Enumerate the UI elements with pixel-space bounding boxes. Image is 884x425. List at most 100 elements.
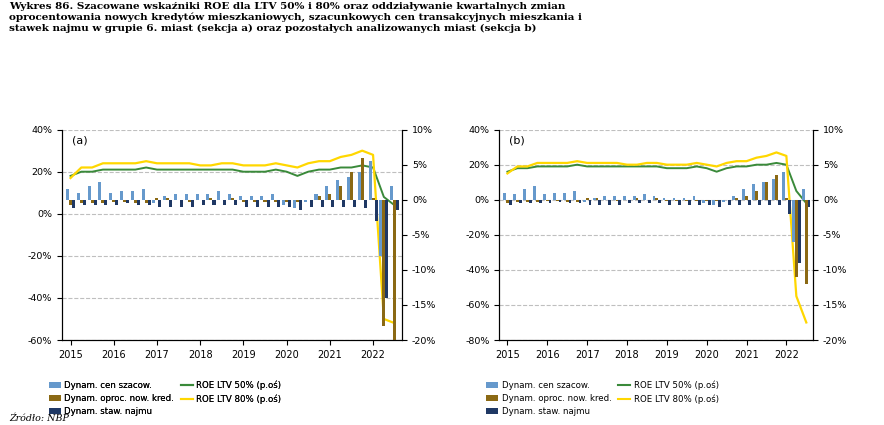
Bar — [765, 182, 768, 200]
Bar — [210, 198, 212, 200]
Bar — [263, 200, 266, 202]
Bar — [619, 200, 621, 205]
Bar — [536, 200, 538, 202]
Bar — [234, 200, 237, 205]
Bar — [396, 200, 400, 210]
Bar — [266, 200, 270, 207]
Bar — [629, 200, 631, 203]
Bar — [718, 200, 720, 207]
Bar — [188, 200, 191, 202]
Bar — [563, 193, 566, 200]
Bar — [120, 191, 123, 200]
Bar — [325, 186, 328, 200]
Bar — [568, 200, 571, 203]
Bar — [369, 161, 371, 200]
Bar — [383, 200, 385, 326]
Bar — [363, 200, 367, 208]
Bar — [578, 200, 582, 203]
Bar — [788, 200, 790, 214]
Bar — [778, 200, 781, 205]
Bar — [195, 194, 199, 200]
Bar — [553, 193, 556, 200]
Bar — [336, 180, 339, 200]
Bar — [732, 196, 735, 200]
Bar — [773, 179, 775, 200]
Bar — [722, 200, 725, 202]
Bar — [361, 158, 363, 200]
Bar — [575, 200, 578, 202]
Bar — [217, 191, 220, 200]
Bar — [589, 200, 591, 205]
Bar — [666, 200, 668, 201]
Bar — [115, 200, 118, 205]
Bar — [212, 200, 216, 205]
Bar — [328, 194, 332, 200]
Bar — [141, 189, 145, 200]
Bar — [698, 200, 701, 205]
Bar — [69, 200, 72, 205]
Bar — [239, 196, 242, 200]
Bar — [538, 200, 542, 203]
Bar — [748, 200, 751, 205]
Bar — [523, 189, 526, 200]
Bar — [533, 186, 536, 200]
Bar — [278, 200, 280, 207]
Bar — [77, 193, 80, 200]
Bar — [668, 200, 671, 205]
Bar — [202, 200, 205, 205]
Bar — [393, 200, 396, 340]
Bar — [516, 200, 519, 202]
Bar — [83, 200, 86, 205]
Bar — [94, 200, 96, 205]
Bar — [342, 200, 345, 207]
Bar — [708, 200, 711, 205]
Bar — [339, 186, 342, 200]
Bar — [797, 200, 801, 263]
Bar — [350, 172, 353, 200]
Text: Wykres 86. Szacowane wskaźniki ROE dla LTV 50% i 80% oraz oddziaływanie kwartaln: Wykres 86. Szacowane wskaźniki ROE dla L… — [9, 2, 582, 33]
Bar — [166, 198, 169, 200]
Bar — [688, 200, 691, 205]
Bar — [583, 200, 586, 202]
Bar — [573, 191, 575, 200]
Bar — [782, 172, 785, 200]
Bar — [543, 194, 546, 200]
Bar — [673, 198, 675, 200]
Bar — [72, 200, 75, 208]
Bar — [347, 177, 350, 200]
Bar — [253, 200, 255, 202]
Bar — [713, 200, 715, 205]
Bar — [353, 200, 356, 207]
Bar — [375, 200, 377, 221]
Bar — [608, 200, 611, 205]
Bar — [503, 193, 506, 200]
Bar — [180, 200, 183, 207]
Bar — [638, 200, 641, 203]
Bar — [288, 200, 291, 207]
Bar — [242, 200, 245, 202]
Bar — [775, 175, 778, 200]
Bar — [315, 194, 317, 200]
Bar — [88, 186, 91, 200]
Bar — [648, 200, 652, 203]
Bar — [556, 200, 559, 201]
Bar — [152, 200, 156, 203]
Bar — [678, 200, 681, 205]
Bar — [762, 182, 765, 200]
Legend: Dynam. cen szacow., Dynam. oproc. now. kred., Dynam. staw. najmu, ROE LTV 50% (p: Dynam. cen szacow., Dynam. oproc. now. k… — [486, 380, 719, 416]
Bar — [274, 200, 278, 202]
Bar — [158, 200, 162, 207]
Bar — [703, 200, 705, 203]
Bar — [752, 184, 755, 200]
Bar — [593, 198, 596, 200]
Bar — [123, 200, 126, 202]
Bar — [261, 196, 263, 200]
Bar — [529, 200, 531, 203]
Bar — [636, 198, 638, 200]
Bar — [293, 200, 296, 208]
Bar — [802, 189, 805, 200]
Bar — [228, 194, 231, 200]
Bar — [652, 196, 655, 200]
Bar — [207, 194, 210, 200]
Bar — [615, 200, 619, 201]
